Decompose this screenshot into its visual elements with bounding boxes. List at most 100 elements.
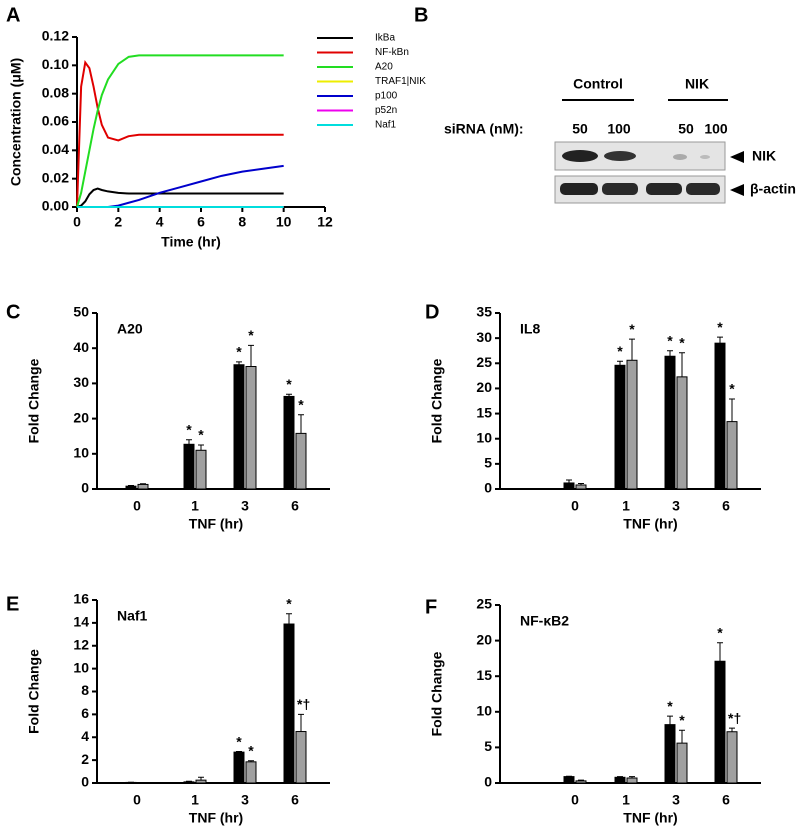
significance-marker: *† (297, 696, 310, 712)
bar (664, 724, 676, 784)
significance-marker: * (236, 733, 242, 749)
error-bar (578, 482, 584, 485)
legend-label: p100 (375, 91, 398, 102)
y-axis-label: Fold Change (429, 358, 445, 443)
y-tick-label: 5 (484, 738, 492, 754)
y-tick-label: 25 (476, 354, 492, 370)
error-bar (298, 414, 304, 434)
bar (283, 395, 295, 490)
panel-label: B (414, 4, 428, 26)
x-tick-label: 1 (622, 792, 630, 808)
y-tick-label: 35 (476, 304, 492, 320)
x-tick-label: 1 (191, 792, 199, 808)
bar (183, 443, 195, 490)
legend-label: A20 (375, 62, 393, 73)
y-tick-label: 20 (476, 379, 492, 395)
y-tick-label: 4 (81, 728, 89, 744)
y-tick-label: 30 (476, 329, 492, 345)
arrow (730, 151, 744, 163)
bar (183, 781, 195, 784)
line-series (76, 60, 284, 208)
error-bar (286, 393, 292, 397)
y-tick-label: 0.04 (42, 141, 69, 157)
y-tick-label: 10 (476, 703, 492, 719)
legend-label: Naf1 (375, 120, 397, 131)
y-tick-label: 10 (476, 429, 492, 445)
y-axis-label: Fold Change (26, 649, 42, 734)
significance-marker: * (667, 698, 673, 714)
y-tick-label: 50 (73, 304, 89, 320)
band-label: β-actin (750, 181, 796, 197)
band (686, 183, 720, 195)
significance-marker: * (679, 712, 685, 728)
error-bar (667, 350, 673, 357)
x-tick-label: 12 (317, 214, 333, 230)
y-tick-label: 0.10 (42, 56, 69, 72)
dose: 50 (572, 121, 588, 137)
x-tick-label: 0 (133, 498, 141, 514)
legend-label: IkBa (375, 33, 395, 44)
error-bar (617, 360, 623, 366)
band (604, 151, 636, 161)
y-tick-label: 0.06 (42, 113, 69, 129)
chart-title: Naf1 (117, 608, 148, 624)
bar (195, 449, 207, 490)
x-tick-label: 6 (291, 792, 299, 808)
panel-label: F (425, 596, 437, 618)
x-tick-label: 3 (241, 792, 249, 808)
legend-label: p52n (375, 105, 397, 116)
bar (245, 761, 257, 784)
bar (626, 777, 638, 784)
error-bar (286, 613, 292, 625)
band (560, 183, 598, 195)
dose-label: siRNA (nM): (444, 121, 524, 137)
line-series (77, 164, 284, 208)
error-bar (717, 336, 723, 344)
y-tick-label: 25 (476, 596, 492, 612)
error-bar (186, 780, 192, 782)
dose: 50 (678, 121, 694, 137)
bar (283, 623, 295, 784)
y-tick-label: 10 (73, 659, 89, 675)
panel-label: A (6, 4, 20, 26)
chart-title: NF-κB2 (520, 613, 569, 629)
x-axis-label: Time (hr) (161, 234, 221, 250)
significance-marker: * (729, 381, 735, 397)
significance-marker: * (617, 343, 623, 359)
bar (726, 421, 738, 490)
y-tick-label: 16 (73, 591, 89, 607)
significance-marker: *† (728, 710, 741, 726)
arrow (730, 184, 744, 196)
error-bar (198, 444, 204, 451)
error-bar (629, 776, 635, 779)
bar (676, 376, 688, 490)
y-tick-label: 8 (81, 682, 89, 698)
error-bar (578, 779, 584, 781)
significance-marker: * (717, 624, 723, 640)
y-tick-label: 0 (484, 480, 492, 496)
x-tick-label: 6 (197, 214, 205, 230)
error-bar (729, 727, 735, 732)
x-axis-label: TNF (hr) (189, 810, 243, 826)
band-label: NIK (752, 148, 776, 164)
panel-label: E (6, 593, 19, 615)
band (562, 150, 598, 162)
significance-marker: * (248, 742, 254, 758)
bar (575, 484, 587, 490)
band (700, 155, 710, 159)
band (602, 183, 638, 195)
y-tick-label: 40 (73, 339, 89, 355)
bar (614, 776, 626, 784)
bar (563, 776, 575, 784)
bar (245, 366, 257, 490)
y-axis-label: Fold Change (26, 358, 42, 443)
error-bar (617, 776, 623, 778)
bar (664, 355, 676, 490)
error-bar (128, 484, 134, 487)
blot-panel: B Control NIK siRNA (nM): 50 100 50 100 … (414, 4, 796, 204)
y-tick-label: 30 (73, 374, 89, 390)
y-tick-label: 2 (81, 751, 89, 767)
bar (233, 364, 245, 490)
significance-marker: * (286, 376, 292, 392)
y-axis-label: Fold Change (429, 651, 445, 736)
